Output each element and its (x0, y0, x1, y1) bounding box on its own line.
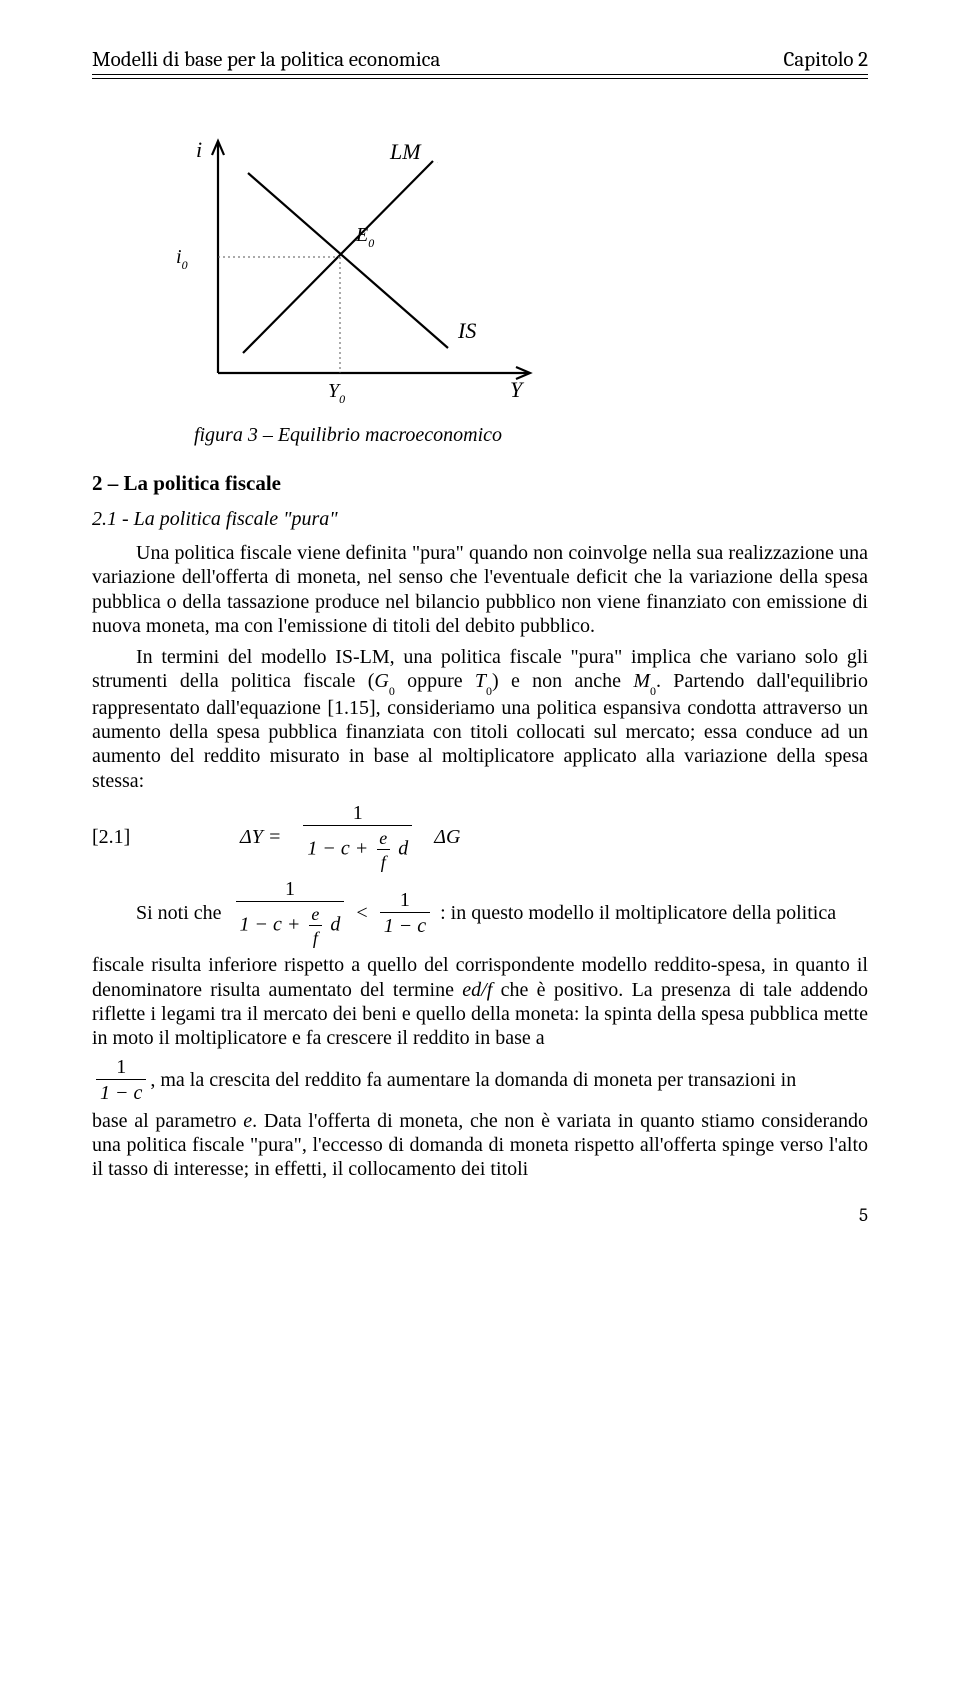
islm-figure: i LM E0 i0 IS Y0 Y figura 3 – Equilibrio… (128, 113, 568, 447)
equation-2-1: [2.1] ΔY = 1 1 − c + e f d ΔG (92, 803, 868, 871)
paragraph-2: In termini del modello IS-LM, una politi… (92, 645, 868, 794)
i0-label: i0 (176, 246, 188, 272)
page-header: Modelli di base per la politica economic… (92, 48, 868, 74)
lm-label: LM (389, 139, 422, 164)
eq-main-fraction: 1 1 − c + e f d (303, 803, 412, 871)
y0-label: Y0 (328, 380, 345, 406)
paragraph-3a: fiscale risulta inferiore rispetto a que… (92, 953, 868, 1051)
figure-caption: figura 3 – Equilibrio macroeconomico (128, 424, 568, 447)
fraction-line-1c: 1 1 − c , ma la crescita del reddito fa … (92, 1057, 868, 1103)
islm-svg: i LM E0 i0 IS Y0 Y (128, 113, 568, 413)
header-left: Modelli di base per la politica economic… (92, 48, 440, 72)
note-inequality-line: Si noti che 1 1 − c + e f d < 1 1 − c : … (92, 879, 868, 947)
is-label: IS (457, 318, 476, 343)
page-number: 5 (92, 1204, 868, 1226)
paragraph-4: base al parametro e. Data l'offerta di m… (92, 1109, 868, 1182)
section-subtitle: 2.1 - La politica fiscale "pura" (92, 508, 868, 531)
eq-label: [2.1] (92, 826, 144, 849)
section-title: 2 – La politica fiscale (92, 471, 868, 496)
axis-i-label: i (196, 137, 202, 162)
header-rule (92, 74, 868, 79)
axis-y-label: Y (510, 377, 525, 402)
header-right: Capitolo 2 (783, 48, 868, 72)
paragraph-1: Una politica fiscale viene definita "pur… (92, 541, 868, 639)
